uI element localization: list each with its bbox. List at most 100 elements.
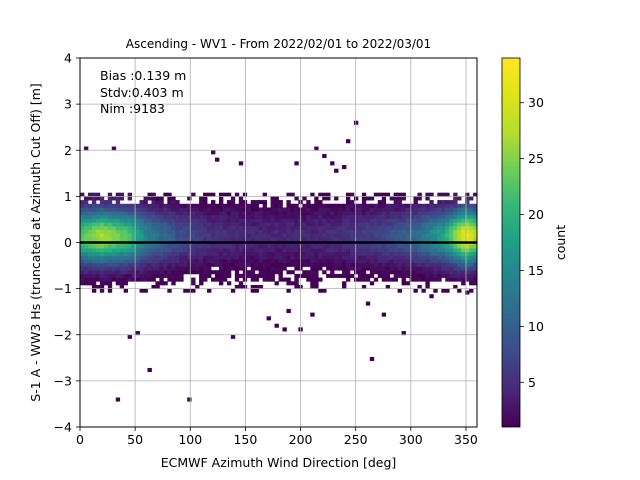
heatmap-cell [437,218,442,223]
heatmap-cell [397,273,402,278]
heatmap-cell [393,196,398,201]
heatmap-cell [159,211,164,216]
heatmap-cell [111,196,117,201]
heatmap-cell [234,236,240,242]
heatmap-cell [461,251,466,256]
heatmap-cell [469,255,474,260]
heatmap-cell [187,229,192,234]
heatmap-cell [385,236,391,242]
heatmap-cell [429,211,434,216]
heatmap-cell [342,255,347,260]
heatmap-cell [294,277,299,282]
heatmap-cell [345,218,351,223]
heatmap-cell [139,222,144,227]
heatmap-cell [155,251,160,256]
heatmap-cell [203,262,208,267]
heatmap-cell [187,270,192,275]
heatmap-cell [397,248,402,253]
heatmap-cell [437,277,442,282]
heatmap-cell [131,262,136,267]
heatmap-cell [115,211,121,216]
heatmap-cell [159,255,164,260]
heatmap-cell [421,222,426,227]
heatmap-cell [401,248,406,253]
heatmap-cell [266,316,271,321]
heatmap-cell [274,207,279,212]
heatmap-cell [421,288,426,293]
heatmap-cell [381,266,387,271]
heatmap-cell [461,255,466,260]
heatmap-cell [365,277,371,282]
heatmap-cell [171,262,176,267]
heatmap-cell [207,288,212,293]
heatmap-cell [421,266,426,271]
colorbar-tick-label: 15 [528,263,544,278]
heatmap-cell [155,281,160,286]
heatmap-cell [131,207,136,212]
heatmap-cell [409,233,414,238]
heatmap-cell [222,236,228,242]
heatmap-cell [207,207,212,212]
heatmap-cell [258,211,264,216]
heatmap-cell [469,233,474,238]
heatmap-cell [234,244,240,249]
heatmap-cell [246,218,252,223]
heatmap-cell [294,218,299,223]
heatmap-cell [266,218,271,223]
heatmap-cell [80,244,85,249]
heatmap-cell [353,214,359,219]
heatmap-cell [159,214,164,219]
heatmap-cell [441,288,446,293]
heatmap-cell [99,255,105,260]
heatmap-cell [139,214,144,219]
heatmap-cell [242,251,248,256]
heatmap-cell [310,244,315,249]
heatmap-cell [131,259,136,264]
heatmap-cell [274,255,279,260]
heatmap-cell [163,251,168,256]
heatmap-cell [258,222,264,227]
heatmap-cell [365,207,371,212]
heatmap-cell [401,211,406,216]
heatmap-cell [306,207,311,212]
heatmap-cell [282,229,287,234]
heatmap-cell [401,244,406,249]
heatmap-cell [91,200,97,205]
heatmap-cell [119,192,125,197]
heatmap-cell [417,233,422,238]
heatmap-cell [115,200,121,205]
heatmap-cell [397,207,402,212]
heatmap-cell [191,255,196,260]
heatmap-cell [457,225,462,230]
heatmap-cell [425,251,430,256]
heatmap-cell [306,248,311,253]
heatmap-cell [465,196,470,201]
heatmap-cell [294,196,299,201]
heatmap-cell [115,255,121,260]
heatmap-cell [95,233,101,238]
heatmap-cell [290,192,295,197]
heatmap-cell [274,259,279,264]
heatmap-cell [211,244,216,249]
heatmap-cell [199,233,204,238]
heatmap-cell [278,200,283,205]
heatmap-cell [381,211,387,216]
heatmap-cell [318,248,323,253]
heatmap-cell [135,251,140,256]
heatmap-cell [115,192,121,197]
heatmap-cell [397,200,402,205]
heatmap-cell [211,248,216,253]
heatmap-cell [207,192,212,197]
heatmap-cell [310,203,315,208]
heatmap-cell [397,225,402,230]
heatmap-cell [147,259,152,264]
heatmap-cell [433,262,438,267]
heatmap-cell [302,211,307,216]
heatmap-cell [361,266,367,271]
heatmap-cell [290,259,295,264]
heatmap-cell [465,211,470,216]
heatmap-cell [151,192,156,197]
heatmap-cell [433,273,438,278]
heatmap-cell [310,251,315,256]
heatmap-cell [361,214,367,219]
